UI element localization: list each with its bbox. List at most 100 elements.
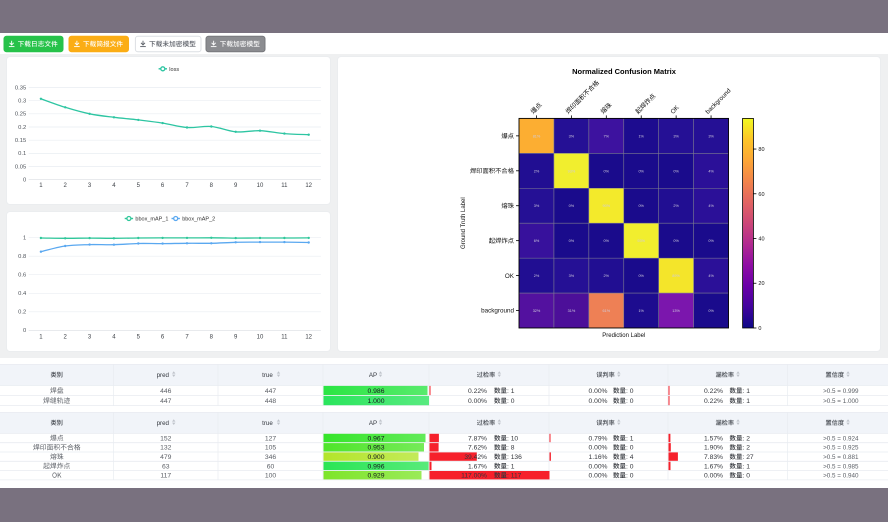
svg-text:: 0: : 0 (626, 473, 634, 480)
svg-text:Ground Truth Label: Ground Truth Label (461, 197, 467, 249)
svg-text:0.22%: 0.22% (704, 398, 723, 405)
svg-text:90%: 90% (602, 204, 610, 208)
svg-text:: 2: : 2 (743, 435, 751, 442)
svg-text:7.87%: 7.87% (468, 435, 487, 442)
svg-text:: 1: : 1 (507, 463, 515, 470)
svg-text:0.00%: 0.00% (704, 473, 723, 480)
svg-text:: 1: : 1 (507, 388, 515, 395)
svg-text:bbox_mAP_2: bbox_mAP_2 (182, 217, 215, 223)
svg-text:105: 105 (265, 445, 277, 452)
svg-text:1.90%: 1.90% (704, 445, 723, 452)
svg-text:1%: 1% (638, 134, 644, 138)
svg-text:: 0: : 0 (626, 445, 634, 452)
svg-text:0.00%: 0.00% (589, 473, 608, 480)
svg-text:AP: AP (369, 420, 377, 427)
svg-text:132: 132 (160, 445, 172, 452)
svg-text:1: 1 (39, 183, 43, 189)
svg-text:0.00%: 0.00% (468, 398, 487, 405)
svg-text:3%: 3% (708, 134, 714, 138)
svg-text:background: background (481, 308, 514, 315)
svg-text:0.15: 0.15 (15, 138, 26, 144)
svg-text:39.42%: 39.42% (464, 454, 487, 461)
svg-text:: 4: : 4 (626, 454, 634, 461)
svg-text:0.986: 0.986 (367, 388, 384, 395)
svg-text:12: 12 (305, 335, 312, 341)
svg-text:pred: pred (157, 372, 170, 379)
svg-text:0%: 0% (604, 169, 610, 173)
svg-text:117: 117 (160, 473, 171, 480)
svg-text:1.16%: 1.16% (589, 454, 608, 461)
svg-text:: 0: : 0 (626, 463, 634, 470)
svg-text:6: 6 (161, 183, 165, 189)
svg-text:>0.5 = 1.000: >0.5 = 1.000 (823, 398, 859, 405)
svg-text:0.4: 0.4 (18, 291, 27, 297)
svg-text:2%: 2% (534, 169, 540, 173)
svg-text:0%: 0% (673, 169, 679, 173)
svg-text:31%: 31% (568, 309, 576, 313)
svg-text:0: 0 (23, 178, 26, 184)
svg-text:6: 6 (161, 335, 165, 341)
svg-text:3: 3 (88, 335, 92, 341)
svg-text:7.62%: 7.62% (468, 445, 487, 452)
svg-text:: 8: : 8 (507, 445, 515, 452)
svg-text:63: 63 (162, 463, 170, 470)
svg-text:OK: OK (505, 273, 515, 280)
svg-text:: 0: : 0 (626, 388, 634, 395)
svg-text:0.00%: 0.00% (589, 398, 608, 405)
svg-text:100: 100 (265, 473, 277, 480)
svg-text:10: 10 (257, 183, 264, 189)
svg-text:: 2: : 2 (743, 445, 751, 452)
svg-text:0%: 0% (569, 204, 575, 208)
svg-text:1.57%: 1.57% (704, 435, 723, 442)
svg-text:background: background (704, 87, 733, 116)
svg-text:448: 448 (265, 398, 277, 405)
svg-text:0.79%: 0.79% (589, 435, 608, 442)
svg-text:2%: 2% (604, 274, 610, 278)
svg-text:0.2: 0.2 (18, 125, 26, 131)
svg-text:0%: 0% (708, 309, 714, 313)
svg-text:11: 11 (281, 335, 288, 341)
svg-text:5: 5 (137, 183, 141, 189)
svg-text:8: 8 (210, 183, 214, 189)
svg-text:3%: 3% (534, 204, 540, 208)
svg-text:0.996: 0.996 (367, 463, 384, 470)
svg-text:0.2: 0.2 (18, 310, 26, 316)
svg-text:61%: 61% (602, 309, 610, 313)
svg-text:0.929: 0.929 (367, 473, 384, 480)
svg-text:0: 0 (23, 328, 26, 334)
svg-text:true: true (262, 420, 273, 427)
svg-text:447: 447 (160, 398, 172, 405)
svg-text:3%: 3% (673, 134, 679, 138)
svg-text:7: 7 (185, 183, 189, 189)
svg-text:32%: 32% (533, 309, 541, 313)
svg-text:0%: 0% (673, 239, 679, 243)
svg-text:0.8: 0.8 (18, 254, 26, 260)
svg-text:60: 60 (758, 192, 764, 198)
svg-text:12: 12 (305, 183, 312, 189)
svg-text:OK: OK (669, 104, 681, 116)
svg-text:Prediction Label: Prediction Label (602, 333, 645, 339)
svg-text:0%: 0% (708, 239, 714, 243)
svg-text:>0.5 = 0.985: >0.5 = 0.985 (823, 463, 859, 470)
svg-text:0.900: 0.900 (367, 454, 384, 461)
svg-text:2%: 2% (673, 204, 679, 208)
svg-text:pred: pred (157, 420, 170, 427)
svg-text:loss: loss (169, 67, 179, 73)
svg-text:152: 152 (160, 435, 172, 442)
svg-text:7%: 7% (604, 134, 610, 138)
svg-text:1.67%: 1.67% (704, 463, 723, 470)
svg-text:479: 479 (160, 454, 172, 461)
svg-text:0%: 0% (569, 239, 575, 243)
svg-text:5: 5 (137, 335, 141, 341)
svg-text:AP: AP (369, 372, 377, 379)
svg-text:0: 0 (758, 326, 761, 332)
svg-text:9: 9 (234, 183, 238, 189)
svg-text:3: 3 (88, 183, 92, 189)
svg-text:true: true (262, 372, 273, 379)
svg-text:7: 7 (185, 335, 189, 341)
svg-text:0.22%: 0.22% (468, 388, 487, 395)
svg-text:7.83%: 7.83% (704, 454, 723, 461)
svg-text:346: 346 (265, 454, 277, 461)
svg-text:8: 8 (210, 335, 214, 341)
svg-text:1: 1 (39, 335, 43, 341)
